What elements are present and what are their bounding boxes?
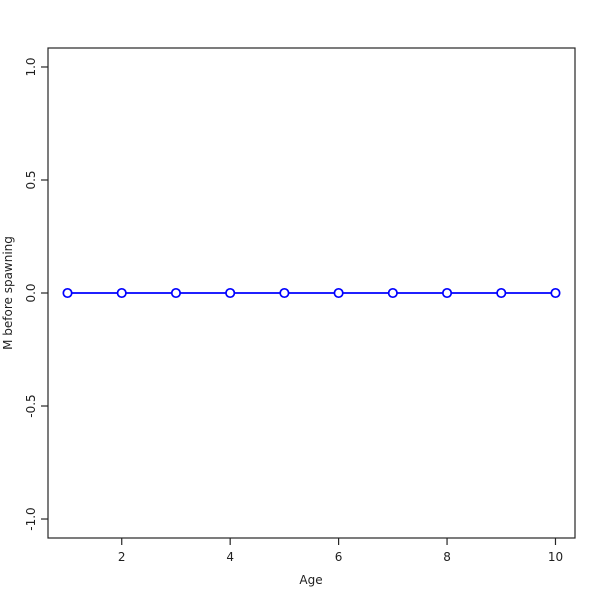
data-point-marker (441, 287, 453, 299)
y-tick-label: 1.0 (24, 57, 38, 76)
x-tick-label: 10 (548, 550, 563, 564)
y-tick-label: -1.0 (24, 507, 38, 530)
x-axis-title: Age (299, 573, 322, 587)
y-tick-label: 0.5 (24, 170, 38, 189)
chart-root: 2 4 6 8 10 1.0 0.5 0.0 -0.5 -1.0 (24, 47, 576, 564)
y-axis-title: M before spawning (1, 236, 15, 350)
data-point-marker (116, 287, 127, 299)
x-tick-label: 2 (118, 550, 126, 564)
y-tick-label: 0.0 (24, 283, 38, 302)
data-point-marker (550, 287, 561, 299)
y-tick-label: -0.5 (24, 394, 38, 417)
data-point-marker (225, 287, 236, 299)
x-tick-label: 4 (226, 550, 234, 564)
data-point-marker (279, 287, 290, 299)
data-point-marker (333, 287, 344, 299)
data-point-marker (496, 287, 507, 299)
x-tick-label: 8 (443, 550, 451, 564)
data-point-marker (62, 287, 73, 299)
data-point-marker (170, 287, 182, 299)
x-tick-label: 6 (335, 550, 343, 564)
data-point-marker (387, 287, 398, 299)
